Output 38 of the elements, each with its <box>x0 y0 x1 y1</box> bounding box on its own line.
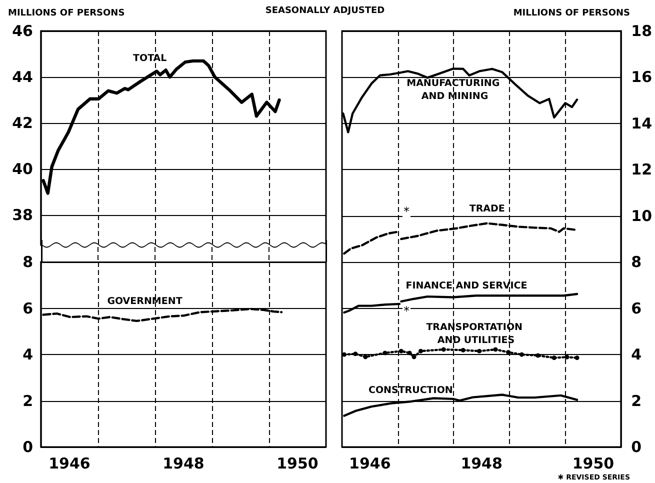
series-label: FINANCE AND SERVICE <box>406 280 528 292</box>
x-tick-label: 1950 <box>572 454 614 472</box>
y-axis-title: MILLIONS OF PERSONS <box>8 8 125 18</box>
series-label: CONSTRUCTION <box>368 384 453 396</box>
chart-title: SEASONALLY ADJUSTED <box>264 6 386 16</box>
y-tick-label: 42 <box>12 114 33 132</box>
y-axis-title: MILLIONS OF PERSONS <box>513 8 630 18</box>
y-tick-label: 0 <box>22 438 33 456</box>
y-tick-label: 46 <box>12 22 33 40</box>
y-tick-label: 2 <box>22 392 33 410</box>
y-tick-label: 4 <box>22 346 33 364</box>
series-label: MANUFACTURING AND MINING <box>406 78 503 102</box>
y-tick-label: 2 <box>631 392 642 410</box>
x-tick-label: 1946 <box>349 454 391 472</box>
y-tick-label: 8 <box>22 253 33 271</box>
series-label: TRANSPORTATION AND UTILITIES <box>426 322 526 346</box>
y-tick-label: 10 <box>631 206 652 225</box>
y-tick-label: 38 <box>12 206 33 224</box>
y-tick-label: 8 <box>631 253 642 272</box>
x-tick-label: 1946 <box>48 454 90 472</box>
x-tick-label: 1950 <box>276 454 318 472</box>
x-tick-label: 1948 <box>162 454 204 472</box>
y-tick-label: 18 <box>631 22 652 40</box>
series-label: TRADE <box>469 203 505 214</box>
series-label: TOTAL <box>133 53 167 64</box>
y-tick-label: 6 <box>631 299 642 318</box>
series-label: GOVERNMENT <box>107 296 183 307</box>
y-tick-label: 0 <box>631 438 642 456</box>
y-tick-label: 40 <box>12 160 33 178</box>
y-tick-label: 44 <box>12 68 33 86</box>
y-tick-label: 12 <box>631 160 652 179</box>
y-tick-label: 14 <box>631 114 652 132</box>
y-tick-label: 6 <box>22 299 33 318</box>
annotation: * <box>404 304 410 318</box>
x-tick-label: 1948 <box>460 454 502 472</box>
y-tick-label: 16 <box>631 68 652 86</box>
y-tick-label: 4 <box>631 346 642 364</box>
annotation: * <box>404 204 410 218</box>
